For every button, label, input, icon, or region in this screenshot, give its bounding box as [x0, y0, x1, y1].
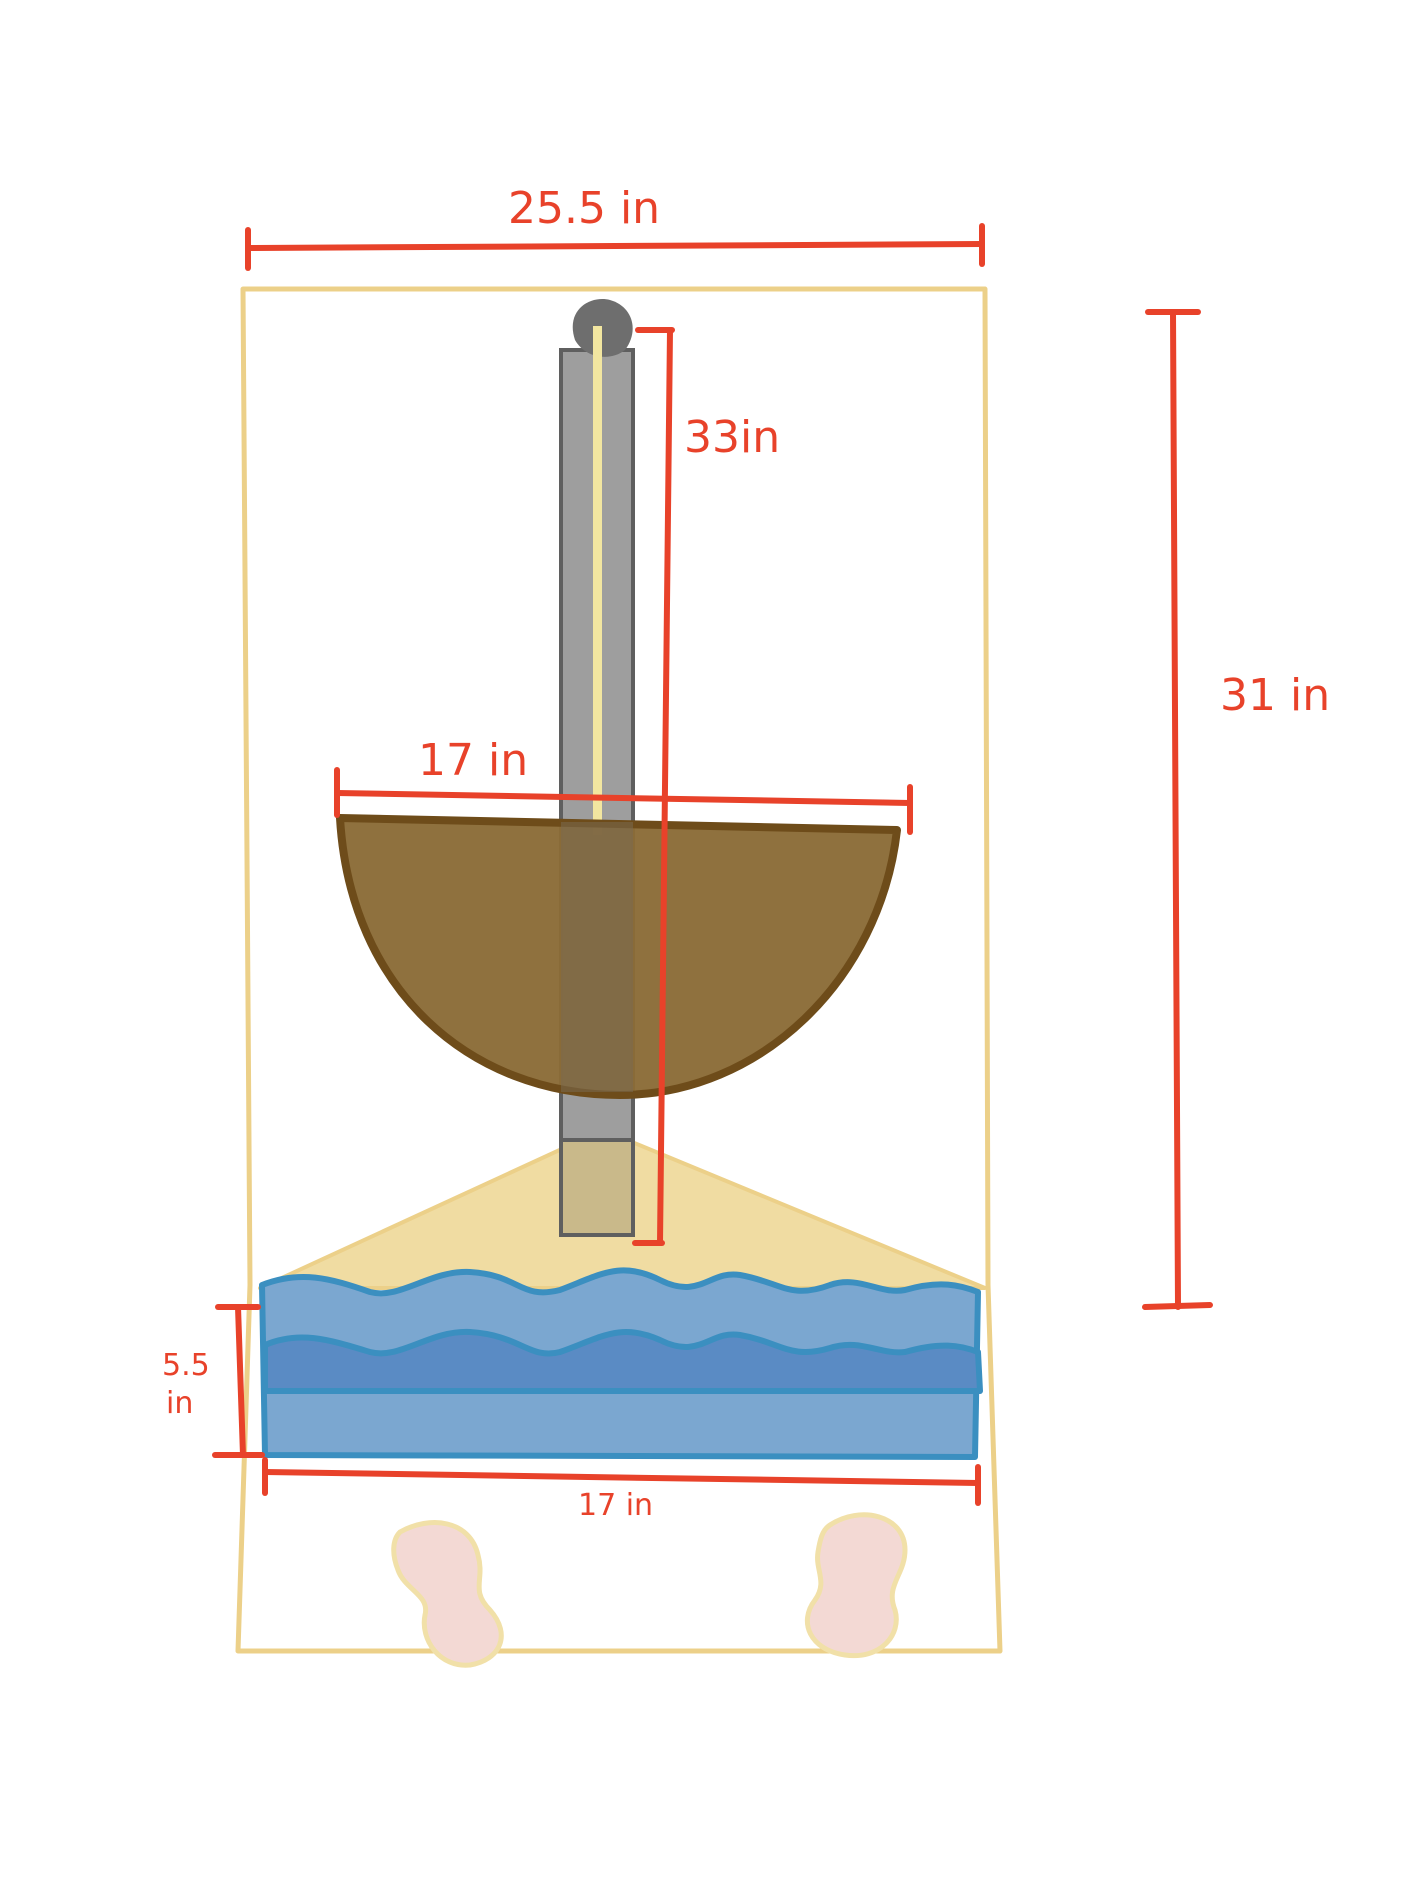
bowl-width-dimension	[334, 767, 913, 835]
water-width-dimension	[262, 1457, 981, 1506]
right-foot-blob	[804, 1512, 908, 1659]
rod-lower-section	[559, 1138, 635, 1237]
top-width-label: 25.5 in	[508, 183, 660, 234]
water-tank	[259, 1267, 983, 1460]
water-width-label: 17 in	[578, 1488, 653, 1523]
water-height-label-line2: in	[166, 1386, 193, 1421]
rod-length-dimension	[632, 327, 675, 1246]
water-height-dimension	[212, 1304, 265, 1458]
bowl-width-label: 17 in	[418, 735, 528, 786]
enclosure-frame	[235, 286, 1003, 1654]
rod-inside-bowl	[561, 822, 633, 1092]
total-height-label: 31 in	[1220, 670, 1330, 721]
left-foot-blob	[391, 1520, 504, 1668]
total-height-dimension	[1142, 309, 1213, 1310]
water-height-label-line1: 5.5	[162, 1348, 210, 1383]
top-width-dimension	[245, 223, 985, 271]
rod-length-label: 33in	[684, 412, 780, 463]
